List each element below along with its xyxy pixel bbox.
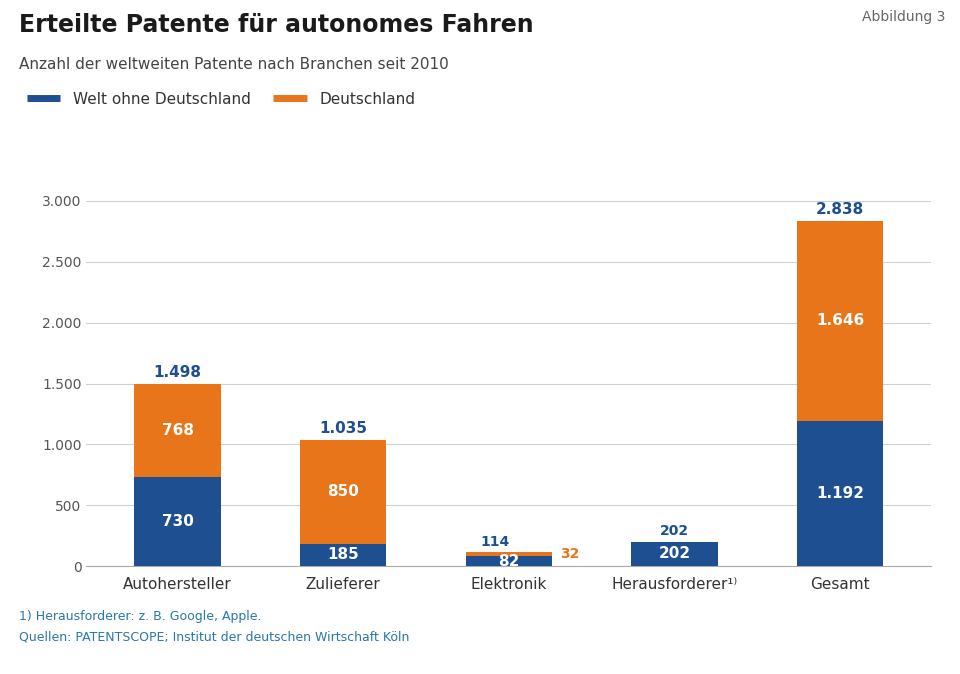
Text: 1) Herausforderer: z. B. Google, Apple.: 1) Herausforderer: z. B. Google, Apple.: [19, 610, 262, 623]
Text: 82: 82: [498, 553, 519, 569]
Text: 202: 202: [659, 547, 690, 561]
Text: 202: 202: [660, 524, 689, 538]
Text: 1.192: 1.192: [816, 486, 864, 501]
Text: 1.646: 1.646: [816, 313, 864, 328]
Bar: [300, 440, 386, 544]
Bar: [134, 384, 221, 477]
Bar: [797, 421, 883, 566]
Text: Anzahl der weltweiten Patente nach Branchen seit 2010: Anzahl der weltweiten Patente nach Branc…: [19, 57, 449, 72]
Text: 768: 768: [161, 423, 194, 438]
Bar: [466, 552, 552, 556]
Text: 114: 114: [481, 534, 510, 549]
Text: 32: 32: [560, 547, 580, 561]
Bar: [466, 556, 552, 566]
Text: Erteilte Patente für autonomes Fahren: Erteilte Patente für autonomes Fahren: [19, 13, 534, 38]
Text: 2.838: 2.838: [816, 202, 864, 217]
Text: Quellen: PATENTSCOPE; Institut der deutschen Wirtschaft Köln: Quellen: PATENTSCOPE; Institut der deuts…: [19, 630, 410, 643]
Text: Abbildung 3: Abbildung 3: [862, 10, 946, 24]
Text: 730: 730: [161, 514, 194, 529]
Bar: [134, 477, 221, 566]
Text: 1.498: 1.498: [154, 365, 202, 380]
Text: 850: 850: [327, 485, 359, 499]
Text: 185: 185: [327, 547, 359, 562]
Text: 1.035: 1.035: [319, 421, 367, 437]
Bar: [300, 544, 386, 566]
Legend: Welt ohne Deutschland, Deutschland: Welt ohne Deutschland, Deutschland: [27, 92, 416, 107]
Bar: [797, 220, 883, 421]
Bar: [632, 542, 717, 566]
